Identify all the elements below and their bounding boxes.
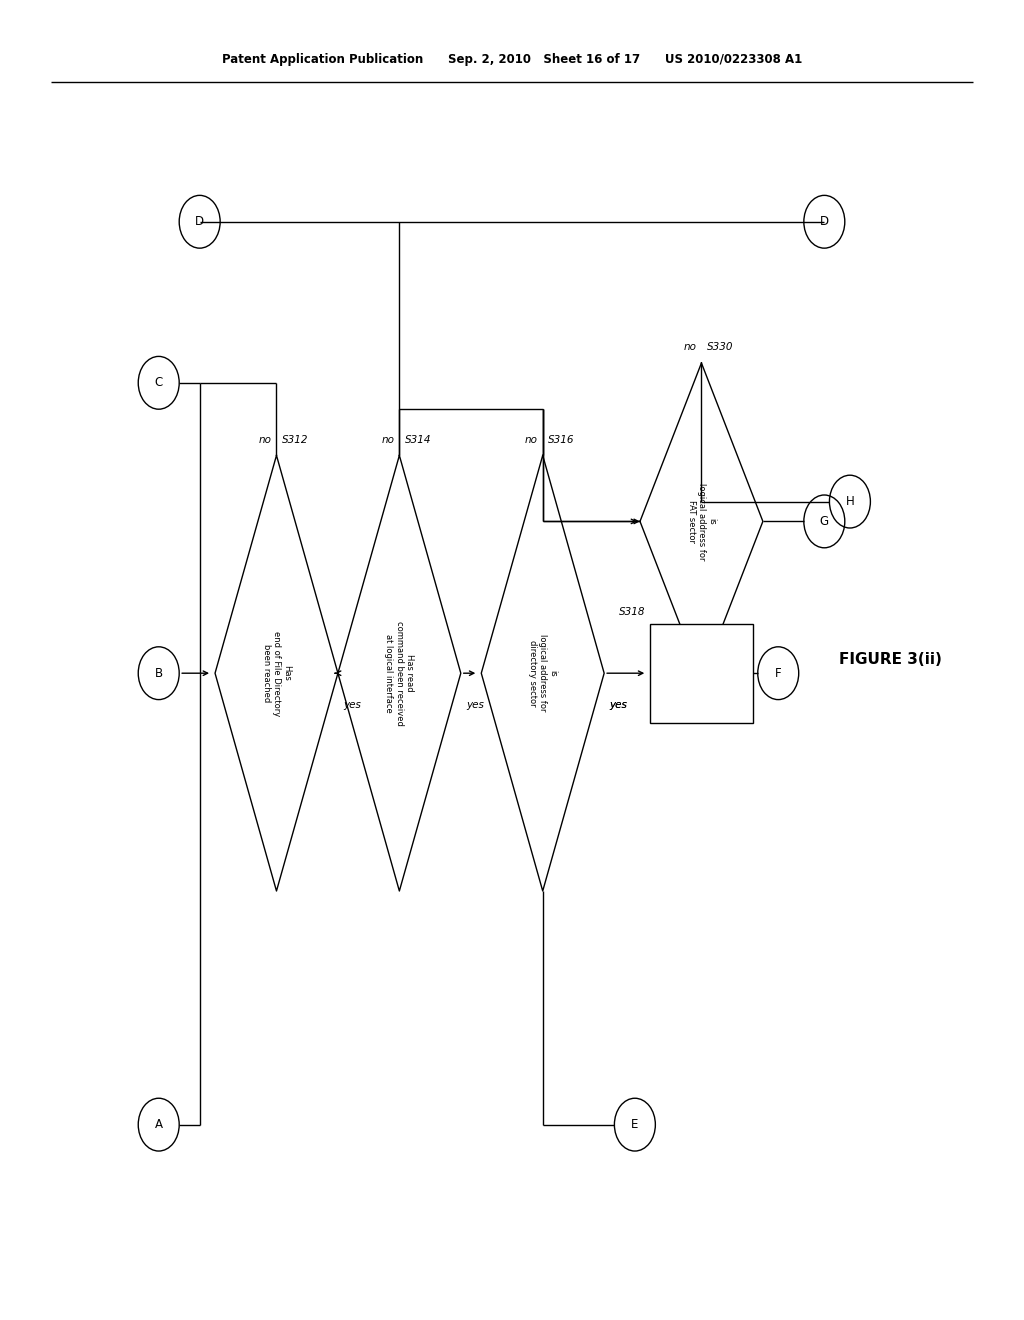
Text: C: C [155, 376, 163, 389]
Text: is
logical address for
directory sector: is logical address for directory sector [527, 635, 558, 711]
Text: D: D [820, 215, 828, 228]
Text: Read  Directory Index: Read Directory Index [697, 627, 706, 719]
Text: Has read
command been received
at logical interface: Has read command been received at logica… [384, 620, 415, 726]
Text: Has
end of File Directory
been reached: Has end of File Directory been reached [261, 631, 292, 715]
Text: D: D [196, 215, 204, 228]
Text: no: no [381, 434, 394, 445]
Text: no: no [524, 434, 538, 445]
Text: yes: yes [466, 700, 483, 710]
Text: S318: S318 [618, 607, 645, 618]
Text: E: E [631, 1118, 639, 1131]
Text: is
logical address for
FAT sector: is logical address for FAT sector [686, 483, 717, 560]
Text: G: G [820, 515, 828, 528]
Text: A: A [155, 1118, 163, 1131]
Text: S314: S314 [404, 434, 431, 445]
Bar [650, 624, 753, 722]
Text: no: no [683, 342, 696, 352]
Text: S330: S330 [707, 342, 733, 352]
Text: Patent Application Publication      Sep. 2, 2010   Sheet 16 of 17      US 2010/0: Patent Application Publication Sep. 2, 2… [222, 53, 802, 66]
Text: FIGURE 3(ii): FIGURE 3(ii) [840, 652, 942, 668]
Text: S316: S316 [548, 434, 574, 445]
Text: yes: yes [609, 700, 627, 710]
Text: B: B [155, 667, 163, 680]
Text: no: no [258, 434, 271, 445]
Text: yes: yes [609, 700, 627, 710]
Text: H: H [846, 495, 854, 508]
Text: yes: yes [343, 700, 360, 710]
Text: F: F [775, 667, 781, 680]
Text: S312: S312 [282, 434, 308, 445]
